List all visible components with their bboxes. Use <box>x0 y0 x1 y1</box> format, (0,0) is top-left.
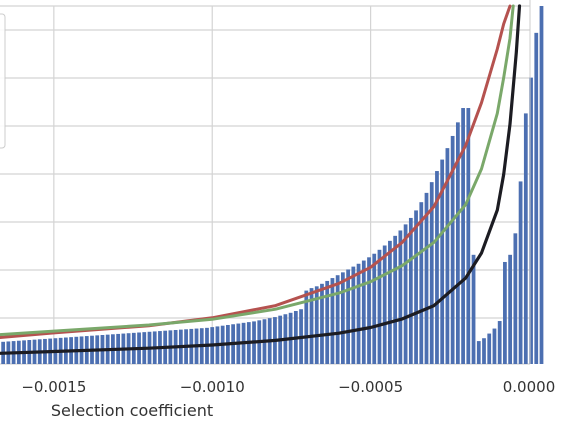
histogram-bar <box>518 181 523 364</box>
histogram-bar <box>497 321 502 364</box>
histogram-bar <box>455 122 460 364</box>
histogram-bar <box>377 249 382 364</box>
histogram-bar <box>309 288 314 364</box>
histogram-bar <box>440 159 445 364</box>
histogram-bar <box>320 283 324 364</box>
x-tick-label: 0.0000 <box>503 378 556 396</box>
histogram-bar <box>403 224 408 364</box>
histogram-bar <box>482 338 486 364</box>
histogram-bar <box>351 266 356 364</box>
x-tick-label: −0.0005 <box>338 378 403 396</box>
x-tick-label: −0.0010 <box>180 378 245 396</box>
histogram-bar <box>534 32 539 364</box>
histogram-bar <box>382 245 387 364</box>
histogram-bar <box>393 235 398 364</box>
histogram-bar <box>476 341 481 364</box>
histogram-bar <box>529 77 533 364</box>
x-tick-labels: −0.0015 −0.0010 −0.0005 0.0000 <box>21 378 555 396</box>
histogram-bar <box>314 286 319 364</box>
histogram-bar <box>346 269 350 364</box>
fit-lines <box>0 4 522 355</box>
histogram-bar <box>424 192 429 364</box>
histogram-bar <box>356 263 361 364</box>
x-axis-label: Selection coefficient <box>51 401 213 420</box>
histogram-bar <box>539 6 544 364</box>
histogram-bar <box>445 148 450 364</box>
histogram-bar <box>487 333 492 364</box>
histogram-bar <box>461 108 465 364</box>
histogram-bar <box>367 257 371 364</box>
histogram-bar <box>335 275 340 364</box>
histogram-bar <box>361 260 366 364</box>
histogram-bar <box>408 217 413 364</box>
histogram-bar <box>429 182 434 364</box>
histogram-bar <box>508 254 513 364</box>
histogram-bar <box>372 253 377 364</box>
histogram-bar <box>435 171 439 364</box>
histogram-bar <box>330 278 335 364</box>
histogram-bar <box>340 272 345 364</box>
fit-line-2 <box>0 4 515 337</box>
histogram-bar <box>419 202 424 364</box>
histogram-bar <box>414 210 418 364</box>
histogram-bar <box>450 135 455 364</box>
histogram-bar <box>503 261 507 364</box>
histogram-bar <box>466 108 471 364</box>
fit-line-3 <box>0 4 522 355</box>
histogram-bar <box>325 280 330 364</box>
legend-box <box>0 13 6 149</box>
histogram-bar <box>398 230 403 364</box>
histogram-bar <box>513 233 518 364</box>
histogram-bar <box>304 290 309 364</box>
histogram-bar <box>523 113 528 365</box>
histogram-bar <box>471 254 476 364</box>
histogram-bar <box>492 328 497 364</box>
histogram-bar <box>388 240 392 364</box>
x-tick-label: −0.0015 <box>21 378 86 396</box>
